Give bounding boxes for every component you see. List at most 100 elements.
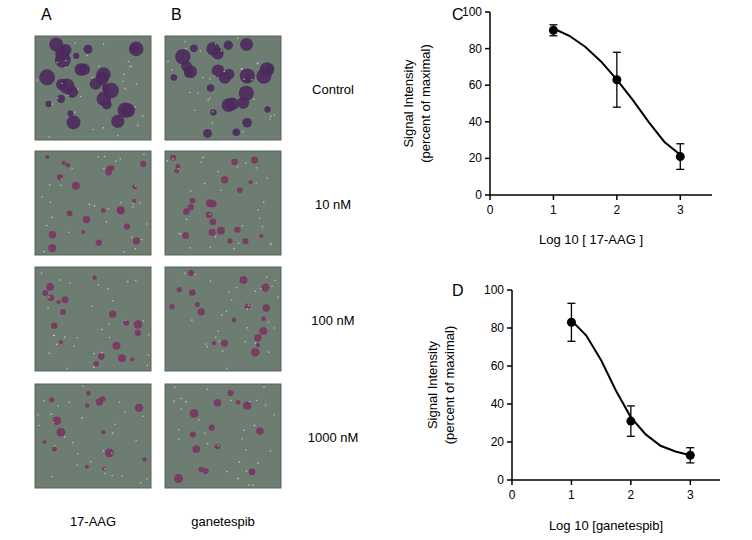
membrane-pore [135,280,137,282]
figure: AB17-AAGganetespibControl10 nM100 nM1000… [0,0,752,540]
cell-stain [169,304,175,310]
micrograph [165,36,281,140]
membrane-pore [64,336,66,338]
cell-stain [171,74,177,80]
membrane-pore [119,401,121,403]
cell-stain [192,445,200,453]
membrane-pore [132,206,134,208]
cell-stain [60,309,66,315]
cell-stain [256,427,264,435]
cell-stain [45,155,49,159]
cell-stain [231,318,236,323]
cell-stain [42,440,46,444]
y-tick-label: 40 [469,115,483,129]
micrograph [35,36,151,140]
plot-area [567,303,695,463]
membrane-pore [245,162,247,164]
cell-stain [248,180,252,184]
membrane-pore [53,422,55,424]
x-tick-label: 3 [687,488,694,502]
cell-stain [57,428,66,437]
membrane-pore [268,351,270,353]
cell-stain [224,69,235,80]
membrane-pore [65,66,67,68]
cell-stain [48,295,55,302]
membrane-pore [173,400,175,402]
membrane-pore [111,452,113,454]
cell-stain [67,115,81,129]
membrane-pore [115,161,117,163]
cell-stain [39,69,55,85]
membrane-pore [248,304,250,306]
membrane-pore [274,114,276,116]
cell-stain [174,474,183,483]
membrane-pore [65,60,67,62]
cell-stain [251,156,258,163]
x-tick [571,480,573,485]
membrane-pore [237,37,239,39]
membrane-pore [266,276,268,278]
membrane-pore [57,97,59,99]
membrane-pore [146,223,148,225]
cell-stain [46,283,54,291]
membrane-pore [238,242,240,244]
membrane-pore [146,478,148,480]
cell-stain [73,53,79,59]
membrane-pore [215,337,217,339]
membrane-pore [204,432,206,434]
micrograph [165,267,281,371]
cell-stain [249,469,255,475]
y-tick [485,48,490,50]
error-bar-cap [613,52,621,53]
cell-stain [261,316,266,321]
membrane-pore [255,182,257,184]
membrane-pore [277,296,279,298]
membrane-pore [74,42,76,44]
micrograph [35,151,151,255]
membrane-pore [172,158,174,160]
cell-stain [109,310,116,317]
cell-stain [217,227,225,235]
membrane-pore [48,353,50,355]
membrane-pore [178,438,180,440]
cell-stain [240,68,255,83]
membrane-pore [243,78,245,80]
column-label: 17-AAG [70,514,116,529]
membrane-pore [204,183,206,185]
membrane-pore [49,184,51,186]
cell-stain [132,184,137,189]
cell-stain [124,223,130,229]
membrane-pore [86,55,88,57]
cell-stain [170,155,176,161]
membrane-pore [200,161,202,163]
membrane-pore [51,476,53,478]
membrane-pore [259,218,261,220]
y-tick [485,121,490,123]
cell-stain [244,76,250,82]
membrane-pore [54,445,56,447]
cell-stain [236,400,240,404]
cell-stain [249,469,255,475]
cell-stain [237,187,243,193]
cell-stain [53,417,62,426]
membrane-pore [209,213,211,215]
membrane-pore [143,153,145,155]
membrane-pore [241,438,243,440]
membrane-pore [180,233,182,235]
cell-stain [239,86,254,101]
membrane-pore [207,100,209,102]
cell-stain [262,304,270,312]
cell-stain [210,219,217,226]
membrane-pore [206,346,208,348]
membrane-pore [43,251,45,253]
membrane-pore [89,204,91,206]
membrane-pore [122,80,124,82]
membrane-pore [223,71,225,73]
membrane-pore [135,440,137,442]
membrane-pore [262,226,264,228]
y-tick-label: 20 [469,151,483,165]
x-tick [680,195,682,200]
membrane-pore [222,350,224,352]
cell-stain [67,210,73,216]
cell-stain [96,240,102,246]
